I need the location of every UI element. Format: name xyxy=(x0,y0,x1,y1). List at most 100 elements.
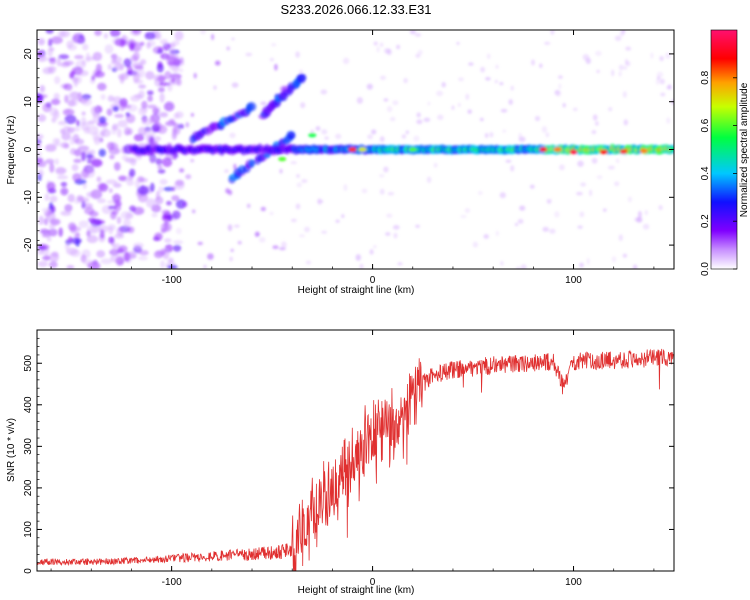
heatmap-cell xyxy=(100,94,106,100)
heatmap-cell xyxy=(296,174,300,178)
heatmap-cell xyxy=(515,266,521,269)
y-tick-label: -10 xyxy=(23,190,34,205)
heatmap-cell xyxy=(64,94,69,104)
heatmap-cell xyxy=(37,56,50,62)
heatmap-cell xyxy=(96,250,106,258)
heatmap-cell xyxy=(60,210,72,216)
heatmap-cell xyxy=(76,119,81,127)
heatmap-cell xyxy=(109,30,121,38)
heatmap-cell xyxy=(594,121,599,126)
heatmap-cell xyxy=(480,66,486,73)
heatmap-cell xyxy=(37,169,44,178)
figure-title: S233.2026.066.12.33.E31 xyxy=(280,2,431,17)
heatmap-cell xyxy=(104,44,114,54)
heatmap-cell xyxy=(129,41,135,52)
heatmap-cell xyxy=(211,33,215,41)
heatmap-cell xyxy=(179,57,184,64)
heatmap-cell xyxy=(123,251,131,262)
heatmap-cell xyxy=(379,42,384,48)
heatmap-cell xyxy=(611,69,615,77)
heatmap-cell xyxy=(137,185,150,196)
heatmap-cell xyxy=(290,161,297,165)
heatmap-cell xyxy=(580,182,587,187)
heatmap-cell xyxy=(138,256,148,261)
heatmap-cell xyxy=(468,62,474,66)
heatmap-cell xyxy=(279,168,283,174)
heatmap-cell xyxy=(167,83,173,92)
heatmap-cell xyxy=(161,209,170,215)
heatmap-cell xyxy=(86,191,98,198)
heatmap-cell xyxy=(622,91,627,98)
heatmap-cell xyxy=(58,227,63,238)
heatmap-cell xyxy=(356,96,364,104)
heatmap-cell xyxy=(106,142,115,150)
heatmap-cell xyxy=(193,72,197,79)
heatmap-cell xyxy=(166,56,178,66)
heatmap-cell xyxy=(70,237,82,245)
snr-panel: -100 0 100 0 100 200 300 400 500 Height of stra… xyxy=(6,329,675,596)
heatmap-cell xyxy=(531,59,535,66)
x-tick-label: -100 xyxy=(162,275,182,286)
heatmap-cell xyxy=(175,227,182,235)
heatmap-cell xyxy=(401,134,407,139)
heatmap-cell xyxy=(260,101,267,106)
heatmap-cell xyxy=(644,209,648,216)
heatmap-cell xyxy=(427,101,431,106)
snr-frame xyxy=(36,329,675,572)
spectrogram-y-ticks: -20 -10 0 10 20 xyxy=(23,29,674,270)
heatmap-cell xyxy=(499,192,506,199)
heatmap-cell xyxy=(85,52,91,63)
heatmap-cell xyxy=(117,119,128,128)
heatmap-cell xyxy=(231,37,235,41)
heatmap-cell xyxy=(108,226,114,235)
heatmap-cell xyxy=(100,258,113,265)
heatmap-cell xyxy=(39,84,46,93)
heatmap-cell xyxy=(508,99,514,105)
heatmap-cell xyxy=(134,65,144,70)
heatmap-cell xyxy=(397,262,403,266)
heatmap-cell xyxy=(46,181,56,192)
heatmap-cell xyxy=(472,241,479,248)
heatmap-cell xyxy=(39,228,50,235)
heatmap-cell xyxy=(93,135,101,146)
heatmap-cell xyxy=(596,175,603,180)
heatmap-cell xyxy=(190,158,195,163)
y-tick-label: -20 xyxy=(23,237,34,252)
heatmap-cell xyxy=(281,241,287,249)
x-tick-label: 100 xyxy=(565,275,582,286)
colorbar-frame xyxy=(710,29,738,270)
heatmap-cell xyxy=(622,253,628,258)
heatmap-cell xyxy=(56,175,69,180)
heatmap-cell xyxy=(460,214,467,219)
heatmap-cell xyxy=(371,129,377,135)
heatmap-cell xyxy=(61,132,71,141)
colorbar-tick-label: 0.0 xyxy=(700,262,711,276)
heatmap-cell xyxy=(123,218,131,228)
heatmap-cell xyxy=(63,60,74,66)
heatmap-cell xyxy=(465,93,470,100)
heatmap-cell xyxy=(68,91,81,101)
heatmap-cell xyxy=(112,123,119,131)
heatmap-cell xyxy=(557,75,563,79)
heatmap-cell xyxy=(227,189,233,196)
heatmap-cell xyxy=(342,57,350,65)
heatmap-cell xyxy=(147,104,157,109)
heatmap-cell xyxy=(153,136,162,142)
heatmap-cell xyxy=(464,208,470,213)
heatmap-cell xyxy=(415,53,421,59)
heatmap-cell xyxy=(335,219,340,223)
heatmap-cell xyxy=(296,73,307,82)
heatmap-cell xyxy=(162,157,173,168)
heatmap-cell xyxy=(618,70,622,77)
heatmap-cell xyxy=(60,187,69,196)
heatmap-cell xyxy=(553,147,562,152)
heatmap-cell xyxy=(542,226,549,232)
heatmap-cell xyxy=(49,59,57,65)
heatmap-cell xyxy=(159,81,171,87)
heatmap-cell xyxy=(50,36,63,45)
heatmap-cell xyxy=(127,65,133,75)
heatmap-cell xyxy=(54,76,61,85)
heatmap-cell xyxy=(122,104,132,109)
heatmap-cell xyxy=(415,224,420,228)
